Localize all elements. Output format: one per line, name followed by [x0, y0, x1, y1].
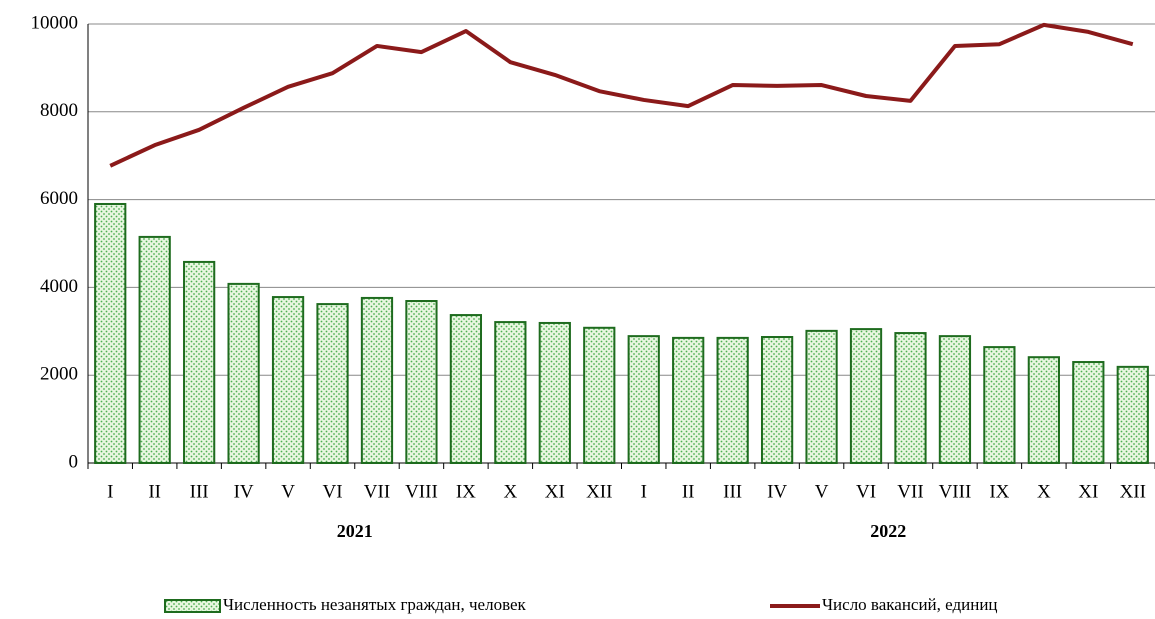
legend-swatch — [164, 599, 221, 613]
x-tick-label: V — [281, 481, 295, 502]
bar — [716, 336, 749, 465]
bar — [672, 336, 705, 465]
x-tick-label: X — [503, 481, 517, 502]
x-tick-label: VI — [856, 481, 876, 502]
bar — [183, 260, 216, 464]
x-tick-label: VIII — [939, 481, 972, 502]
x-tick-label: VI — [322, 481, 342, 502]
bar — [1072, 361, 1105, 464]
x-tick-label: XI — [545, 481, 565, 502]
group-label: 2022 — [870, 521, 906, 541]
x-tick-label: IX — [989, 481, 1009, 502]
y-tick-label: 6000 — [40, 188, 78, 209]
bar — [138, 235, 171, 464]
bar — [449, 314, 483, 464]
bar — [227, 282, 260, 464]
x-tick-label: II — [682, 481, 695, 502]
y-tick-label: 8000 — [40, 100, 78, 121]
bar — [627, 335, 660, 464]
x-tick-label: IV — [234, 481, 254, 502]
y-tick-label: 10000 — [31, 12, 79, 33]
bar — [938, 335, 972, 464]
x-tick-label: VIII — [405, 481, 438, 502]
bar — [1027, 356, 1060, 464]
bar — [805, 329, 838, 464]
bar — [1116, 365, 1149, 465]
bar — [538, 321, 571, 465]
y-tick-label: 2000 — [40, 364, 78, 385]
x-tick-label: IX — [456, 481, 476, 502]
x-tick-label: I — [641, 481, 647, 502]
bar — [316, 303, 349, 464]
x-tick-label: IV — [767, 481, 787, 502]
x-tick-label: II — [148, 481, 161, 502]
x-tick-label: XII — [1120, 481, 1146, 502]
bar — [494, 321, 527, 464]
group-label: 2021 — [337, 521, 373, 541]
bar — [405, 300, 438, 464]
legend-label: Численность незанятых граждан, человек — [223, 595, 527, 614]
y-tick-label: 4000 — [40, 276, 78, 297]
y-tick-label: 0 — [69, 451, 79, 472]
bar — [94, 202, 127, 465]
bar — [271, 296, 305, 465]
x-tick-label: X — [1037, 481, 1051, 502]
line — [109, 22, 1134, 168]
bar — [849, 328, 883, 465]
x-tick-label: I — [107, 481, 113, 502]
legend-label: Число вакансий, единиц — [822, 595, 998, 614]
x-tick-label: XI — [1078, 481, 1098, 502]
bar — [983, 346, 1016, 465]
x-tick-label: III — [190, 481, 209, 502]
x-tick-label: VII — [897, 481, 923, 502]
bar — [760, 336, 794, 464]
x-tick-label: III — [723, 481, 742, 502]
x-tick-label: V — [815, 481, 829, 502]
x-tick-label: VII — [364, 481, 390, 502]
bar — [583, 326, 616, 464]
x-tick-label: XII — [586, 481, 612, 502]
bar — [360, 296, 394, 464]
bar — [894, 332, 927, 464]
